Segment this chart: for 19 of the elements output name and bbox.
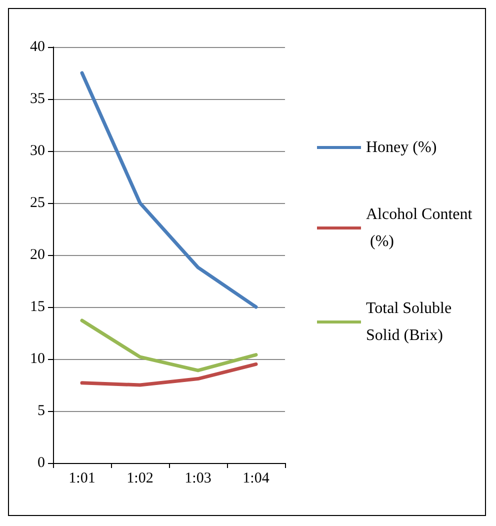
legend-label: Alcohol Content (%) bbox=[366, 206, 473, 250]
y-tick-label: 40 bbox=[30, 39, 45, 55]
y-tick-label: 10 bbox=[30, 351, 45, 367]
x-tick-label: 1:01 bbox=[68, 470, 96, 486]
y-tick-label: 20 bbox=[30, 247, 45, 263]
line-series bbox=[80, 71, 258, 309]
line-series bbox=[80, 362, 258, 387]
y-tick-label: 5 bbox=[38, 403, 45, 419]
y-tick-label: 35 bbox=[30, 91, 45, 107]
x-tick-label: 1:02 bbox=[126, 470, 154, 486]
legend-label: Honey (%) bbox=[366, 139, 437, 156]
line-series bbox=[80, 318, 258, 372]
x-tick-label: 1:03 bbox=[184, 470, 212, 486]
y-tick-label: 25 bbox=[30, 195, 45, 211]
y-tick-label: 30 bbox=[30, 143, 45, 159]
y-tick-label: 0 bbox=[38, 455, 45, 471]
legend-label: Total Soluble Solid (Brix) bbox=[366, 300, 456, 344]
y-tick-label: 15 bbox=[30, 299, 45, 315]
x-tick-label: 1:04 bbox=[242, 470, 270, 486]
